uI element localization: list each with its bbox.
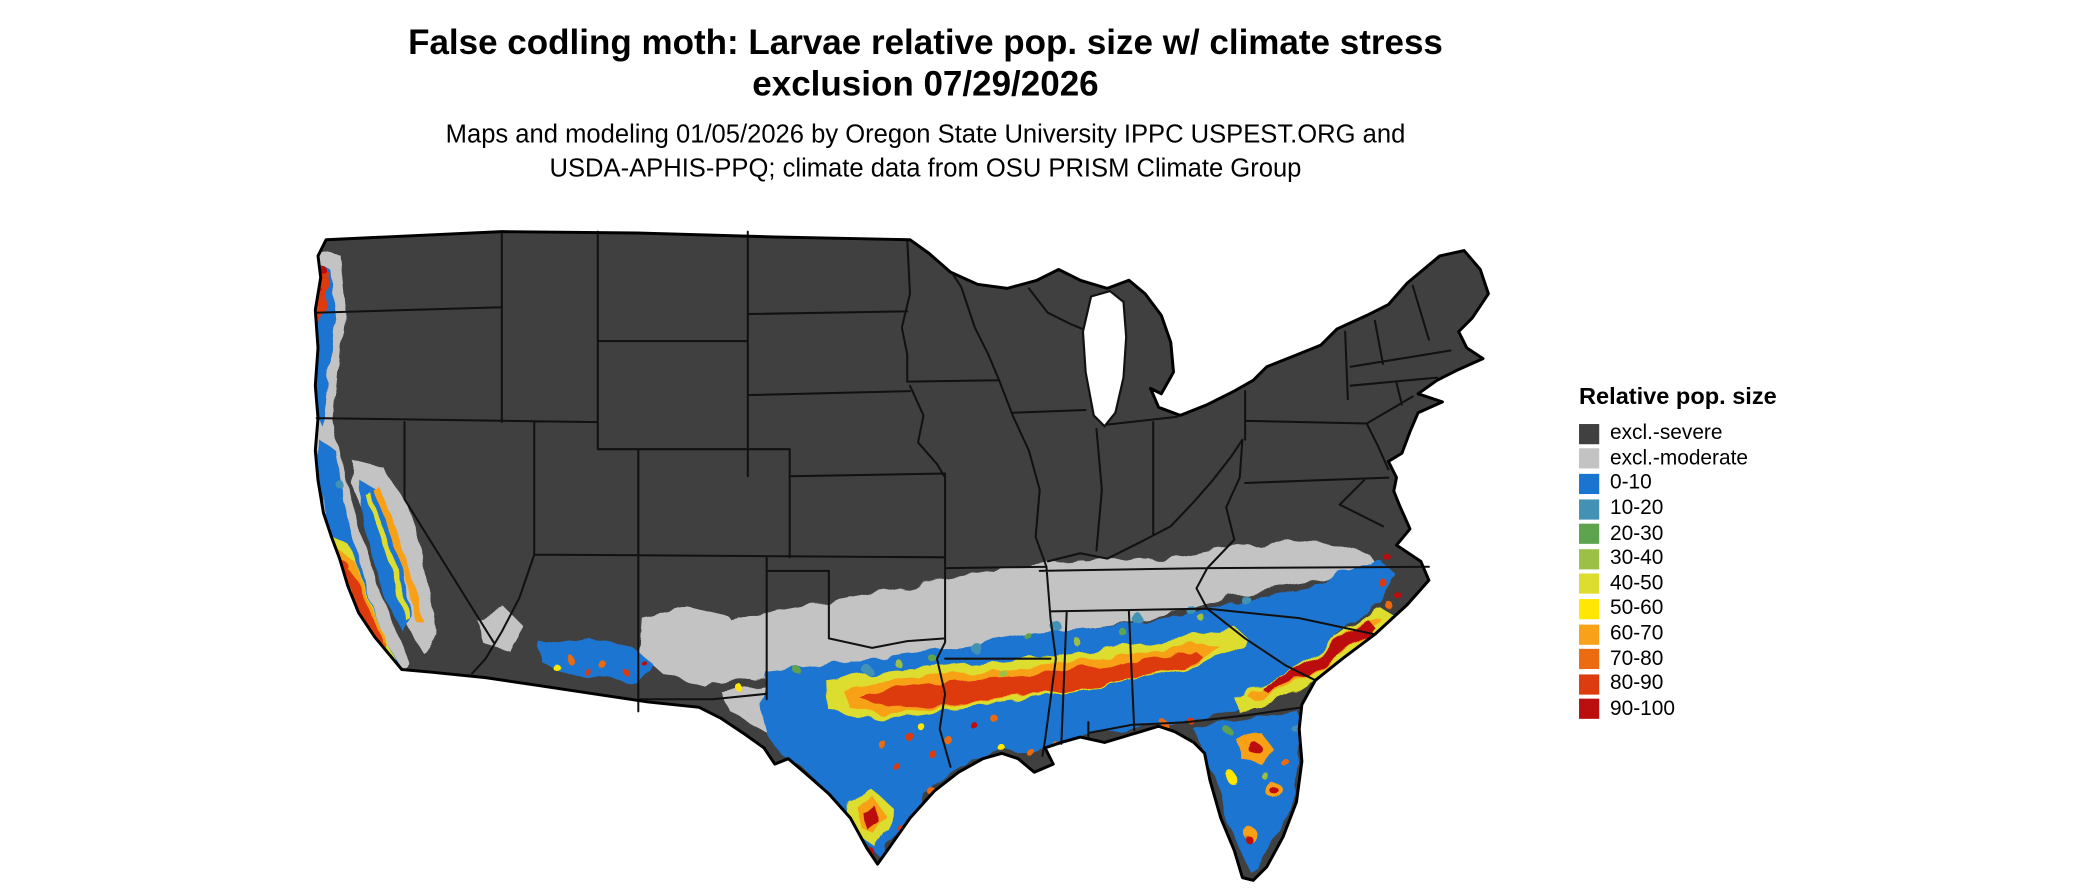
figure-title: False codling moth: Larvae relative pop.… bbox=[128, 22, 1723, 105]
legend-swatch bbox=[1579, 523, 1600, 545]
legend-entry: 70-80 bbox=[1579, 647, 1777, 672]
us-outline bbox=[313, 230, 1490, 882]
raster-overlays bbox=[315, 247, 1401, 874]
figure-subtitle-line1: Maps and modeling 01/05/2026 by Oregon S… bbox=[445, 121, 1406, 150]
legend-entry: excl.-severe bbox=[1579, 421, 1777, 446]
legend-entry-label: 30-40 bbox=[1609, 546, 1664, 570]
legend-entry-label: 50-60 bbox=[1609, 596, 1664, 620]
legend-entry: 50-60 bbox=[1579, 597, 1777, 622]
legend-entry-label: 90-100 bbox=[1609, 697, 1675, 720]
legend-entries: excl.-severe excl.-moderate 0-10 10-20 20-30… bbox=[1579, 421, 1777, 721]
figure-title-line2: exclusion 07/29/2026 bbox=[752, 63, 1099, 104]
legend: Relative pop. size excl.-severe excl.-mod… bbox=[1579, 382, 1777, 721]
legend-swatch bbox=[1579, 699, 1600, 720]
legend-entry-label: 40-50 bbox=[1609, 571, 1664, 595]
legend-swatch bbox=[1579, 624, 1600, 645]
legend-entry: excl.-moderate bbox=[1579, 446, 1777, 471]
legend-entry-label: 80-90 bbox=[1609, 672, 1664, 695]
legend-swatch bbox=[1579, 448, 1600, 469]
legend-swatch bbox=[1579, 473, 1600, 495]
legend-swatch bbox=[1579, 649, 1600, 670]
state-borders bbox=[314, 230, 1452, 768]
legend-entry-label: 60-70 bbox=[1609, 621, 1664, 645]
legend-swatch bbox=[1579, 548, 1600, 570]
us-choropleth-map bbox=[313, 230, 1490, 882]
figure-title-line1: False codling moth: Larvae relative pop.… bbox=[408, 21, 1443, 62]
legend-swatch bbox=[1579, 423, 1600, 444]
figure-subtitle-line2: USDA-APHIS-PPQ; climate data from OSU PR… bbox=[549, 154, 1302, 184]
legend-title: Relative pop. size bbox=[1579, 382, 1777, 410]
legend-swatch bbox=[1579, 598, 1600, 620]
legend-entry-label: 70-80 bbox=[1609, 647, 1664, 670]
legend-entry-label: 10-20 bbox=[1609, 496, 1664, 520]
legend-swatch bbox=[1579, 674, 1600, 695]
lake-michigan bbox=[1081, 289, 1128, 428]
legend-entry: 0-10 bbox=[1579, 471, 1777, 496]
legend-entry-label: 0-10 bbox=[1609, 471, 1652, 495]
legend-entry: 60-70 bbox=[1579, 622, 1777, 647]
legend-entry: 10-20 bbox=[1579, 496, 1777, 521]
legend-entry: 80-90 bbox=[1579, 672, 1777, 697]
legend-entry-label: excl.-moderate bbox=[1609, 446, 1748, 470]
legend-entry: 20-30 bbox=[1579, 521, 1777, 546]
legend-swatch bbox=[1579, 498, 1600, 520]
legend-entry: 90-100 bbox=[1579, 697, 1777, 722]
legend-entry-label: excl.-severe bbox=[1609, 421, 1723, 445]
figure-subtitle: Maps and modeling 01/05/2026 by Oregon S… bbox=[128, 118, 1723, 185]
legend-entry: 40-50 bbox=[1579, 572, 1777, 597]
legend-entry-label: 20-30 bbox=[1609, 521, 1664, 545]
legend-entry: 30-40 bbox=[1579, 546, 1777, 571]
legend-swatch bbox=[1579, 573, 1600, 595]
